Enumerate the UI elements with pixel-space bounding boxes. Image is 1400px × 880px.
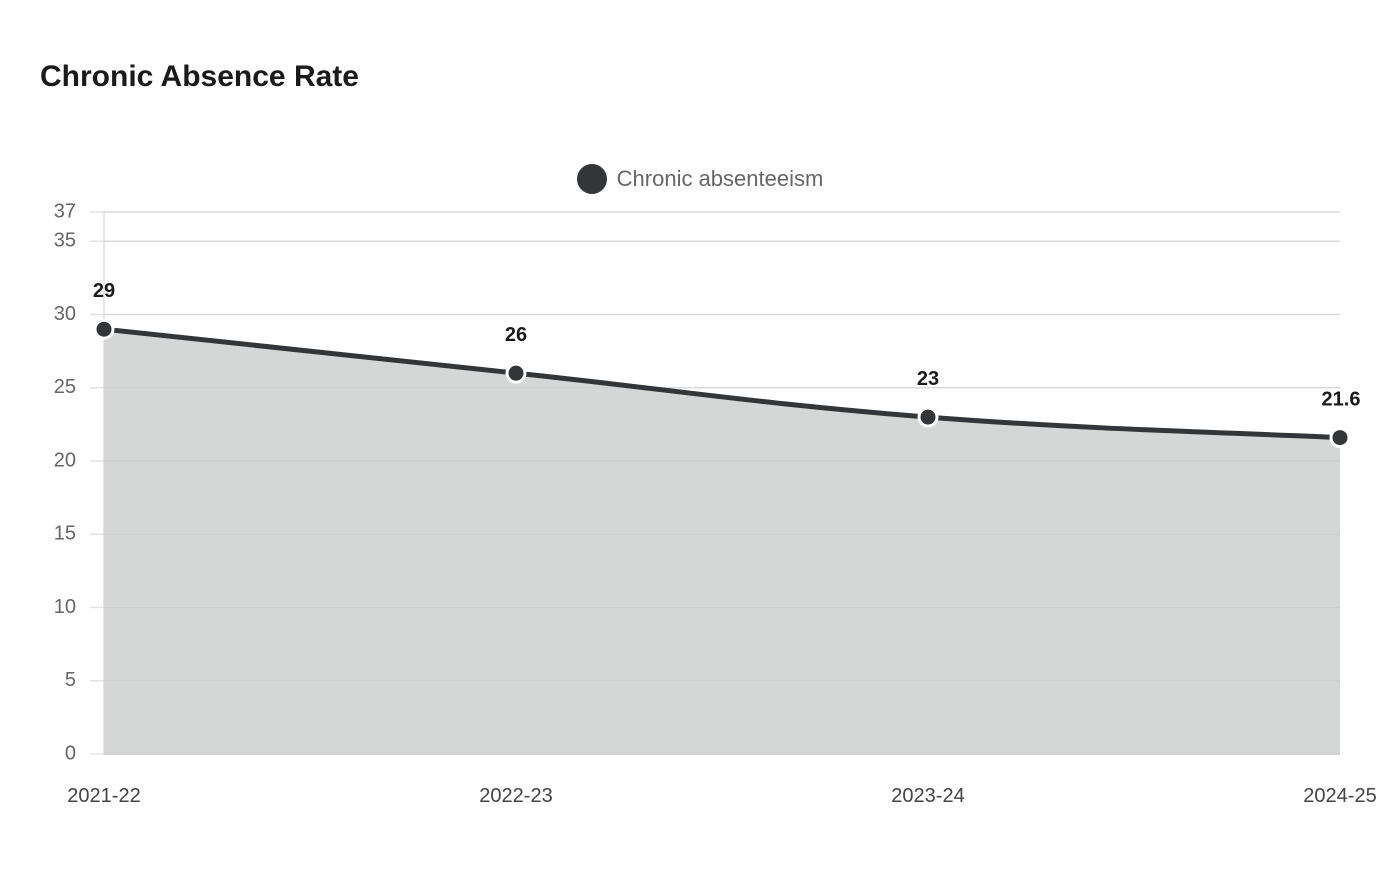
data-label: 21.6 [1322, 389, 1361, 411]
chart-title: Chronic Absence Rate [40, 60, 359, 93]
data-label: 26 [505, 324, 527, 346]
series-line-chronic-absenteeism [101, 326, 1343, 441]
data-point[interactable] [1329, 427, 1351, 449]
x-tick-label: 2021-22 [67, 785, 140, 807]
data-point[interactable] [93, 318, 115, 340]
y-tick-labels: 0 5 10 15 20 25 30 35 37 [54, 200, 76, 764]
y-tick-label: 25 [54, 376, 76, 398]
legend-item-chronic-absenteeism[interactable]: Chronic absenteeism [576, 164, 824, 194]
y-tick-label: 5 [65, 669, 76, 691]
y-tick-label: 10 [54, 596, 76, 618]
x-tick-label: 2023-24 [891, 785, 964, 807]
data-label: 29 [93, 280, 115, 302]
y-tick-label: 30 [54, 303, 76, 325]
y-tick-label: 15 [54, 523, 76, 545]
data-label: 23 [917, 368, 939, 390]
y-tick-label: 37 [54, 200, 76, 222]
legend-label: Chronic absenteeism [616, 166, 824, 191]
data-point[interactable] [917, 406, 939, 428]
data-point[interactable] [505, 362, 527, 384]
x-tick-labels: 2021-22 2022-23 2023-24 2024-25 [67, 785, 1376, 807]
legend: Chronic absenteeism [0, 164, 1400, 200]
series-area-chronic-absenteeism [104, 329, 1340, 754]
x-tick-label: 2024-25 [1303, 785, 1376, 807]
legend-swatch [576, 164, 607, 194]
x-tick-label: 2022-23 [479, 785, 552, 807]
y-tick-label: 35 [54, 230, 76, 252]
y-gridlines-over-area [104, 211, 1340, 682]
y-tick-label: 20 [54, 449, 76, 471]
y-tick-label: 0 [65, 742, 76, 764]
